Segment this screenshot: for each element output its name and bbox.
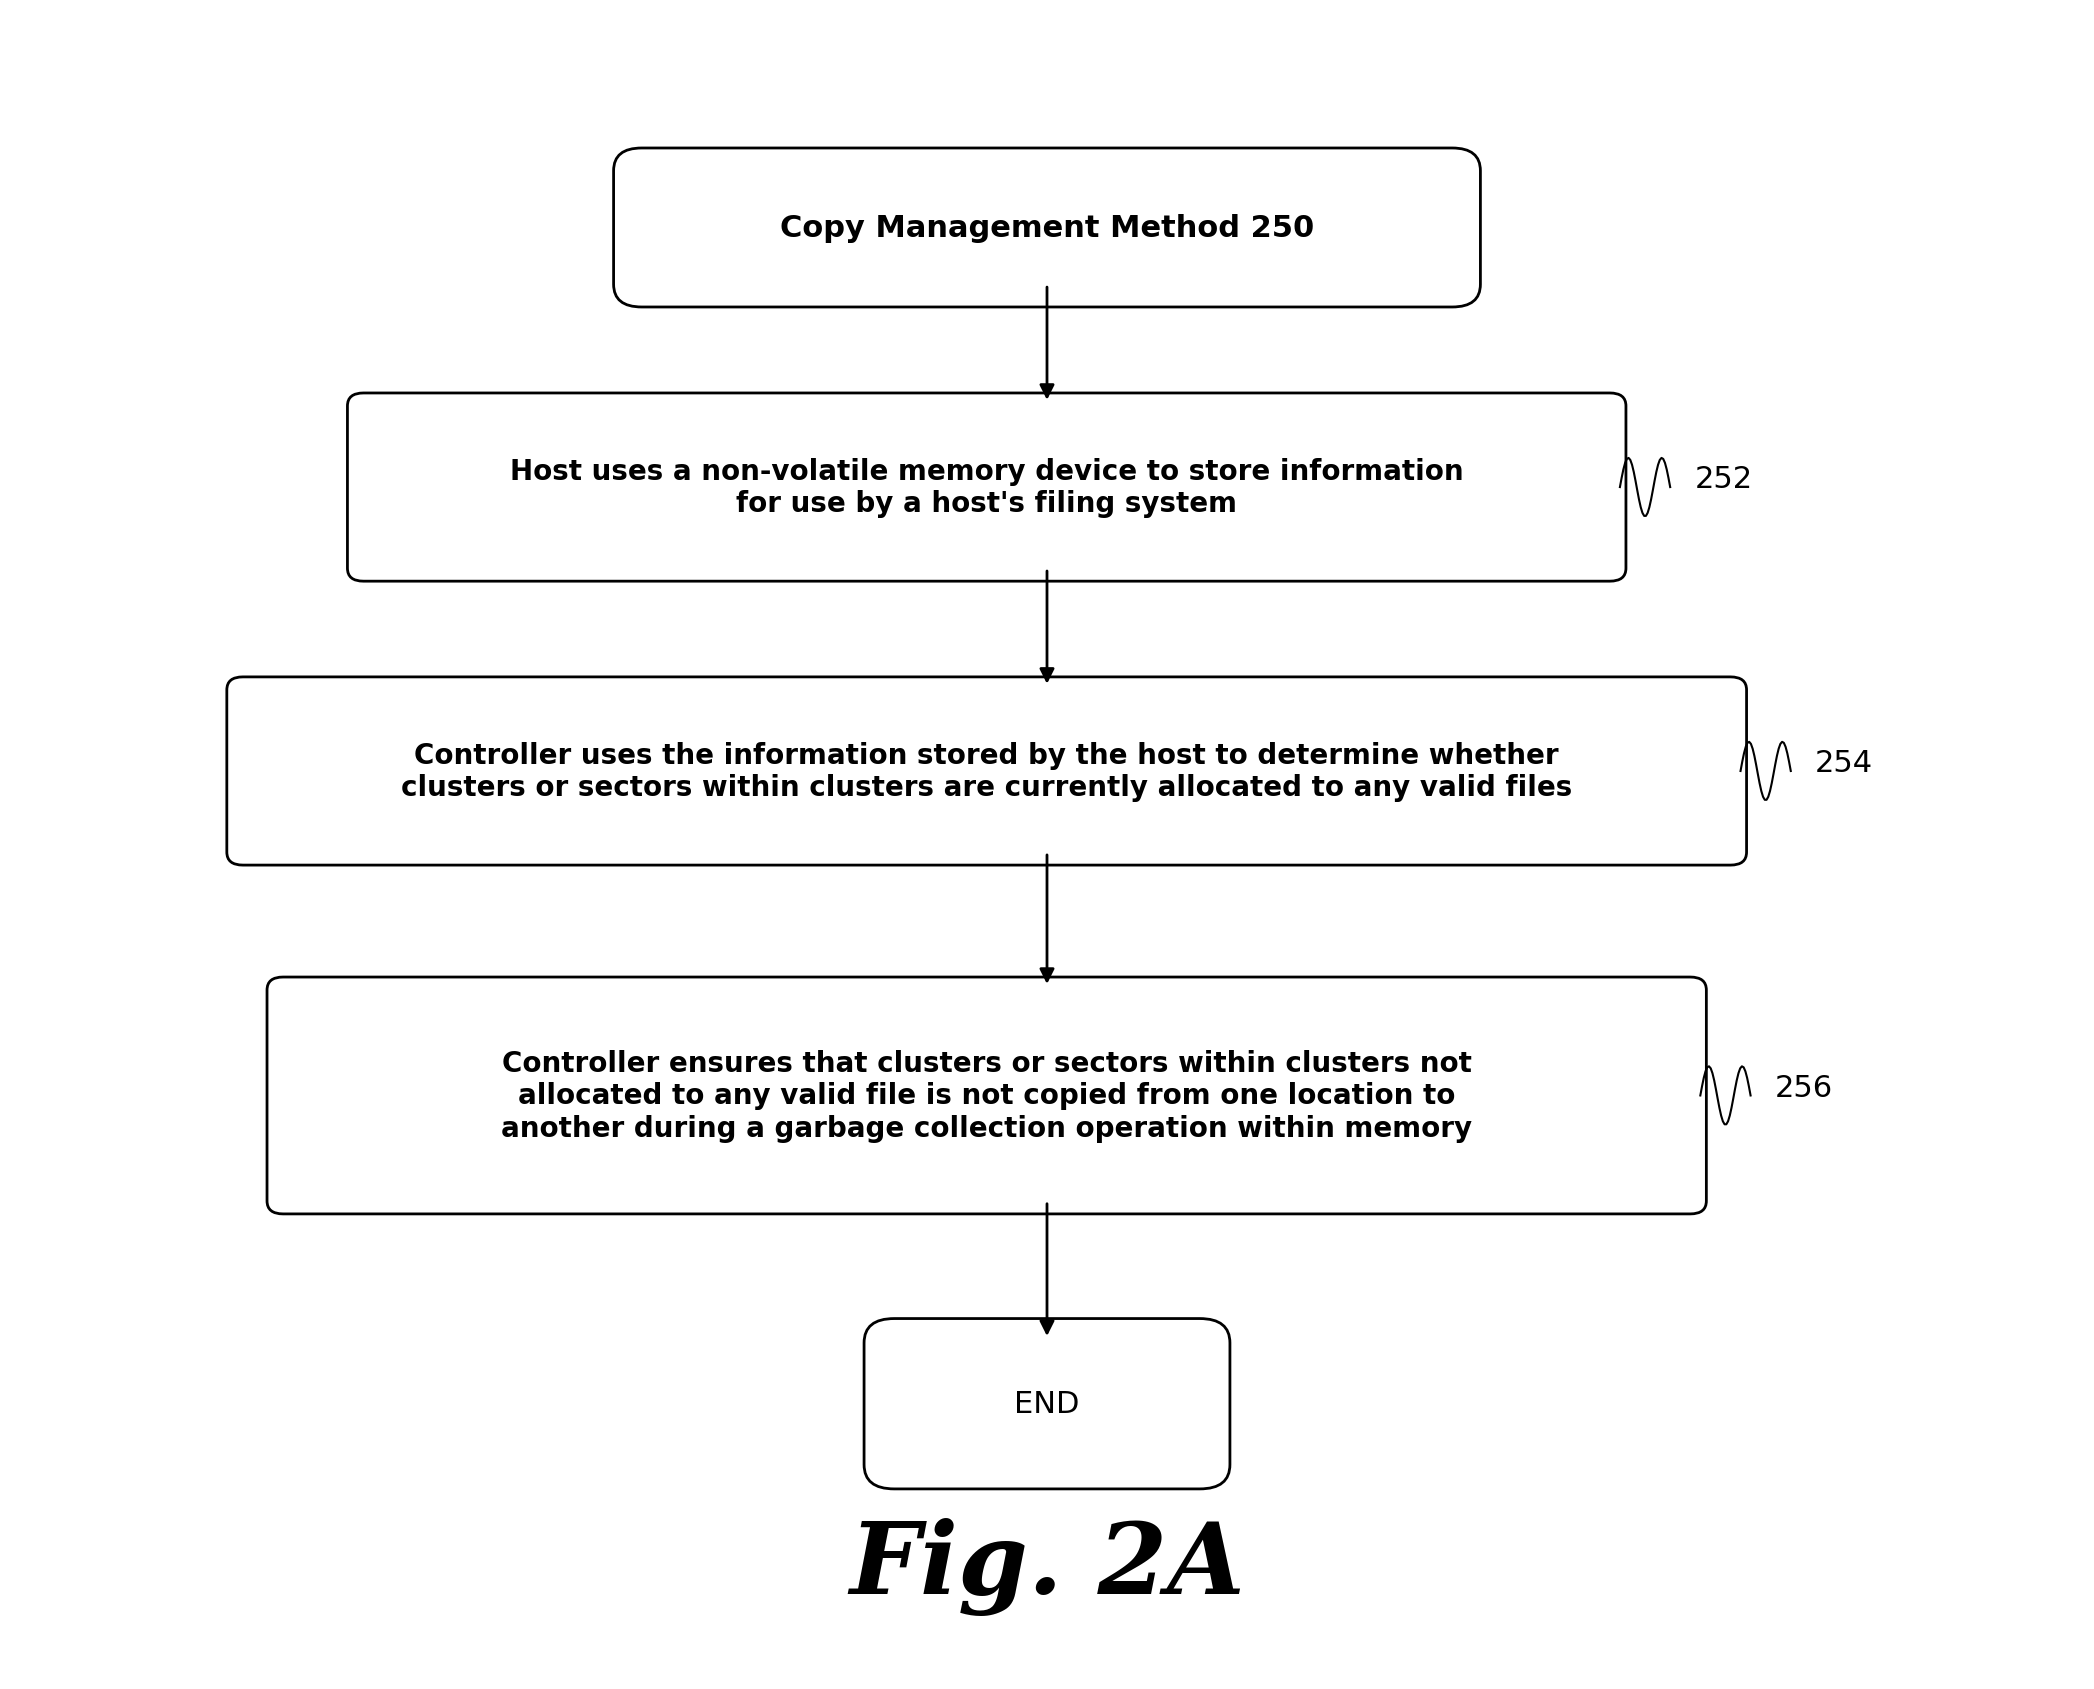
Text: Host uses a non-volatile memory device to store information
for use by a host's : Host uses a non-volatile memory device t… (509, 458, 1464, 519)
Text: Copy Management Method 250: Copy Management Method 250 (779, 215, 1315, 243)
FancyBboxPatch shape (614, 149, 1480, 307)
FancyBboxPatch shape (865, 1319, 1229, 1490)
FancyBboxPatch shape (268, 978, 1707, 1214)
Text: 256: 256 (1776, 1073, 1832, 1103)
Text: Controller uses the information stored by the host to determine whether
clusters: Controller uses the information stored b… (402, 741, 1573, 802)
FancyBboxPatch shape (348, 394, 1625, 581)
Text: Fig. 2A: Fig. 2A (848, 1517, 1246, 1615)
Text: Controller ensures that clusters or sectors within clusters not
allocated to any: Controller ensures that clusters or sect… (500, 1049, 1472, 1142)
Text: 252: 252 (1694, 464, 1753, 495)
Text: 254: 254 (1815, 748, 1872, 779)
Text: END: END (1013, 1390, 1081, 1419)
FancyBboxPatch shape (226, 677, 1746, 865)
